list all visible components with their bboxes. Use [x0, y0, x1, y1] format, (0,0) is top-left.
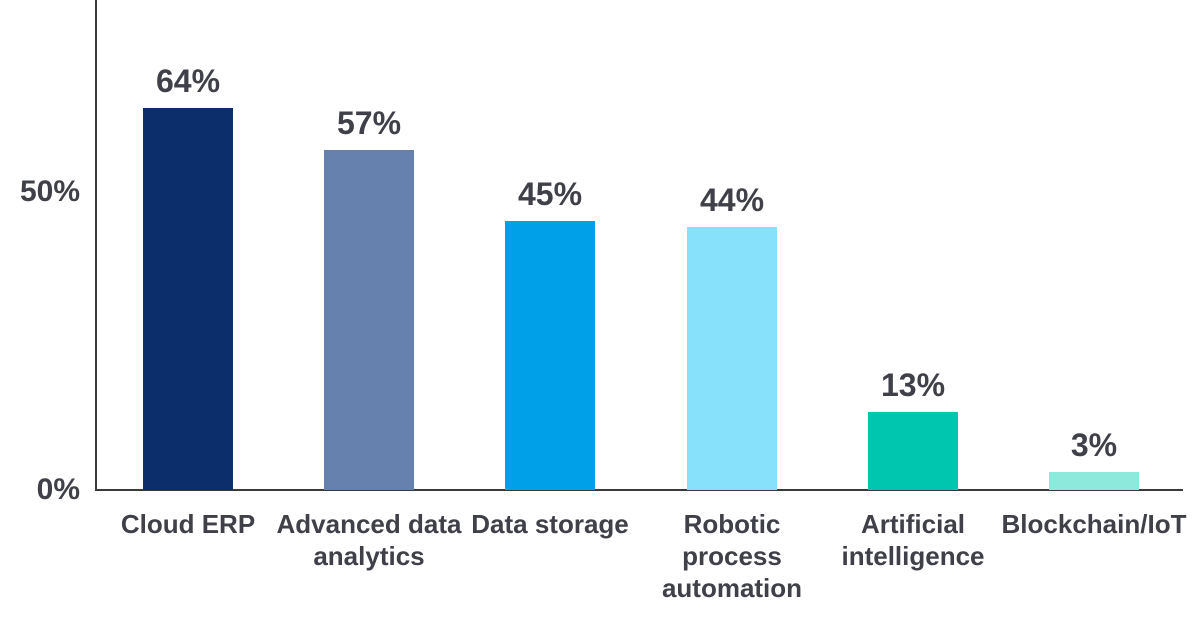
value-label-blockchain-iot: 3% — [1070, 427, 1118, 463]
x-axis-line — [95, 489, 1183, 491]
y-tick-label-50: 50% — [19, 175, 80, 208]
value-label-artificial-intelligence: 13% — [880, 367, 946, 403]
bar-artificial-intelligence — [868, 412, 958, 490]
category-label-artificial-intelligence: Artificial intelligence — [841, 509, 985, 571]
bar-blockchain-iot — [1049, 472, 1139, 490]
y-axis-line — [95, 0, 97, 491]
value-label-cloud-erp: 64% — [155, 63, 221, 99]
category-label-blockchain-iot: Blockchain/IoT — [1001, 509, 1187, 539]
bar-advanced-data-analytics — [324, 150, 414, 490]
bar-data-storage — [505, 221, 595, 490]
bar-cloud-erp — [143, 108, 233, 490]
category-label-data-storage: Data storage — [471, 509, 629, 539]
category-label-advanced-data-analytics: Advanced data analytics — [276, 509, 462, 571]
category-label-cloud-erp: Cloud ERP — [120, 509, 256, 539]
value-label-robotic-process-automation: 44% — [699, 182, 765, 218]
category-label-robotic-process-automation: Robotic process automation — [661, 509, 803, 603]
value-label-advanced-data-analytics: 57% — [336, 105, 402, 141]
y-tick-label-0: 0% — [36, 473, 80, 506]
bar-robotic-process-automation — [687, 227, 777, 490]
value-label-data-storage: 45% — [517, 176, 583, 212]
